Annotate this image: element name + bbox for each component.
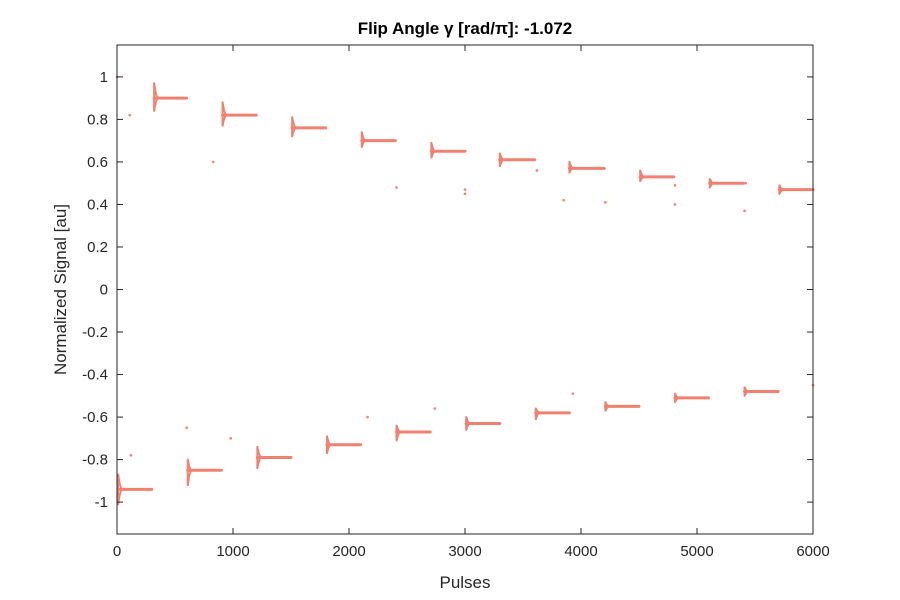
data-point [535, 169, 539, 172]
data-segment [464, 416, 502, 431]
data-segment [673, 392, 711, 404]
data-point [395, 186, 398, 189]
y-tick-label: -1 [95, 494, 108, 511]
data-segment [777, 184, 815, 195]
data-point [185, 426, 188, 429]
plot-area [117, 45, 813, 534]
y-tick-label: -0.2 [82, 324, 108, 341]
data-segment [325, 435, 363, 455]
y-tick-label: 0.4 [87, 196, 108, 213]
x-axis-label: Pulses [439, 573, 490, 592]
data-segment [221, 101, 258, 127]
data-point [463, 188, 467, 191]
data-point [744, 181, 748, 185]
data-point [571, 392, 575, 395]
x-tick-label: 4000 [564, 543, 597, 560]
y-tick-label: -0.8 [82, 452, 108, 469]
data-point [673, 184, 677, 187]
data-segment [429, 141, 467, 159]
data-segment [290, 116, 328, 138]
y-tick-label: -0.4 [82, 367, 108, 384]
x-tick-label: 1000 [216, 543, 249, 560]
x-tick-label: 3000 [448, 543, 481, 560]
x-axis-ticks: 0 1000 2000 3000 4000 5000 6000 [113, 45, 830, 560]
data-point [128, 113, 132, 117]
data-segment [255, 445, 293, 470]
y-axis-ticks: -1 -0.8 -0.6 -0.4 -0.2 0 0.2 0.4 0.6 0.8 1 [82, 69, 813, 511]
y-axis-label: Normalized Signal [au] [51, 204, 70, 375]
data-segment [567, 160, 606, 174]
data-segment [395, 424, 432, 442]
y-tick-label: 0.6 [87, 154, 108, 171]
data-point [562, 198, 565, 202]
x-tick-label: 5000 [680, 543, 713, 560]
x-tick-label: 0 [113, 543, 121, 560]
data-point [229, 437, 232, 440]
data-point [673, 203, 677, 206]
data-point [211, 160, 215, 164]
y-tick-label: 1 [100, 69, 108, 86]
data-point [433, 407, 437, 410]
data-segment [186, 458, 223, 487]
data-segment [638, 169, 676, 183]
y-tick-label: 0.8 [87, 111, 108, 128]
data-point [743, 209, 746, 213]
x-tick-label: 2000 [332, 543, 365, 560]
y-tick-label: 0 [100, 282, 108, 299]
x-tick-label: 6000 [796, 543, 829, 560]
data-marks [115, 75, 815, 506]
data-segment [534, 407, 571, 421]
data-point [366, 415, 369, 419]
chart-title: Flip Angle γ [rad/π]: -1.072 [358, 19, 573, 38]
data-point [604, 201, 607, 204]
data-segment [360, 131, 397, 149]
y-tick-label: -0.6 [82, 409, 108, 426]
data-segment [603, 401, 641, 412]
data-point [129, 454, 133, 457]
y-tick-label: 0.2 [87, 239, 108, 256]
data-segment [743, 386, 780, 397]
data-point [463, 192, 467, 196]
data-segment [498, 152, 537, 168]
data-segment [708, 177, 745, 189]
data-segment [152, 82, 189, 112]
